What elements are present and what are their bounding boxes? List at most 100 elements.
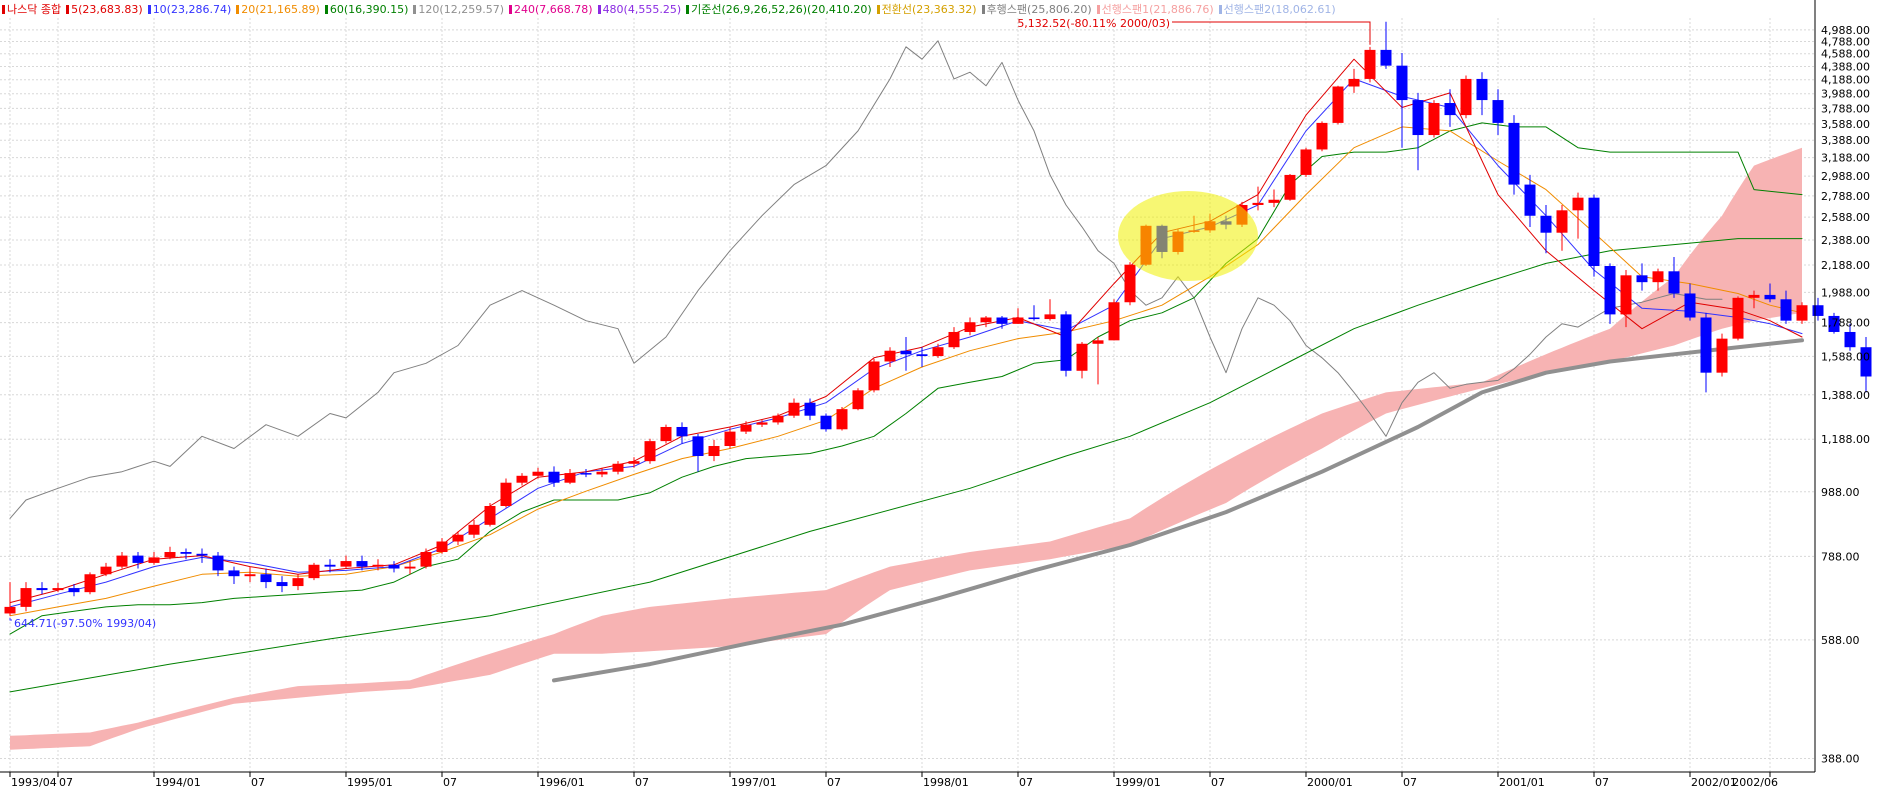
candle <box>852 388 864 411</box>
legend-swatch <box>876 5 880 14</box>
candle-body <box>964 322 976 332</box>
candle <box>900 336 912 371</box>
legend-item: 240(7,668.78) <box>508 2 593 18</box>
candle <box>612 461 624 475</box>
candle <box>1748 290 1760 309</box>
y-tick-label: 4,388.00 <box>1821 60 1870 73</box>
legend-item: 나스닥 종합 <box>2 2 61 18</box>
candle-body <box>676 426 688 437</box>
indicator-line <box>552 338 1804 683</box>
candle <box>1556 204 1568 251</box>
low-annotation: 644.71(-97.50% 1993/04) <box>14 617 156 630</box>
candle-body <box>852 390 864 410</box>
candle <box>1796 302 1808 324</box>
candle <box>388 561 400 573</box>
candle <box>708 439 720 462</box>
candle <box>100 562 112 577</box>
candle <box>1300 147 1312 177</box>
candle-body <box>452 534 464 542</box>
candle-body <box>100 566 112 575</box>
y-tick-label: 3,588.00 <box>1821 118 1870 131</box>
candle-body <box>516 475 528 483</box>
x-tick-label: 07 <box>1019 776 1033 789</box>
x-tick-label: 2002/01 <box>1691 776 1737 789</box>
candle-body <box>548 471 560 483</box>
candle <box>820 413 832 432</box>
candle-body <box>1060 314 1072 371</box>
candle-body <box>324 564 336 567</box>
candle-body <box>1316 122 1328 150</box>
candle-body <box>884 350 896 362</box>
candle-body <box>164 552 176 558</box>
legend-item: 후행스팬(25,806.20) <box>981 2 1092 18</box>
candle-body <box>1732 297 1744 339</box>
candle <box>596 467 608 478</box>
legend: 나스닥 종합 5(23,683.83) 10(23,286.74) 20(21,165… <box>2 2 1341 18</box>
candle-body <box>692 436 704 457</box>
candle-body <box>484 506 496 525</box>
candle-body <box>244 574 256 577</box>
legend-swatch <box>236 5 240 14</box>
candle-body <box>644 441 656 462</box>
candle <box>692 433 704 472</box>
candle <box>948 327 960 349</box>
candle-body <box>420 552 432 567</box>
x-tick-label: 2001/01 <box>1499 776 1545 789</box>
candle <box>1636 263 1648 291</box>
candle <box>484 502 496 527</box>
candle <box>1508 115 1520 195</box>
candle-body <box>820 415 832 430</box>
y-tick-label: 588.00 <box>1821 634 1860 647</box>
indicator-line <box>9 40 1723 519</box>
candle-body <box>388 564 400 569</box>
cloud-band <box>10 147 1802 750</box>
candle-body <box>1668 271 1680 294</box>
candle-body <box>212 555 224 571</box>
candle-body <box>36 588 48 591</box>
legend-item: 480(4,555.25) <box>597 2 681 18</box>
candle-body <box>1780 299 1792 321</box>
grid-lines <box>0 18 1815 772</box>
candle-body <box>404 566 416 569</box>
candle-body <box>276 582 288 587</box>
candle <box>804 398 816 421</box>
candle-body <box>52 588 64 591</box>
candle <box>676 422 688 444</box>
x-tick-label: 07 <box>59 776 73 789</box>
legend-label: 240(7,668.78) <box>513 3 593 16</box>
legend-label: 20(21,165.89) <box>241 3 320 16</box>
candle <box>1044 299 1056 321</box>
candle <box>1028 305 1040 321</box>
y-tick-label: 4,788.00 <box>1821 36 1870 49</box>
y-tick-label: 4,988.00 <box>1821 24 1870 37</box>
x-tick-label: 2000/01 <box>1307 776 1353 789</box>
candle-body <box>68 588 80 593</box>
candle <box>660 424 672 444</box>
y-tick-label: 1,188.00 <box>1821 433 1870 446</box>
candle <box>1092 336 1104 385</box>
candle-body <box>1412 100 1424 136</box>
candle <box>356 555 368 571</box>
candle <box>372 559 384 571</box>
candle <box>68 584 80 597</box>
candle-body <box>628 461 640 464</box>
candle-body <box>228 570 240 577</box>
candle <box>788 398 800 418</box>
y-tick-label: 1,988.00 <box>1821 286 1870 299</box>
candle-body <box>468 524 480 535</box>
x-tick-label: 07 <box>251 776 265 789</box>
candle <box>1476 72 1488 116</box>
candle-body <box>1764 294 1776 300</box>
candle-body <box>1748 294 1760 298</box>
legend-item: 60(16,390.15) <box>324 2 408 18</box>
candle-body <box>612 463 624 472</box>
candle <box>164 546 176 560</box>
candle-body <box>1604 266 1616 315</box>
candle <box>1540 204 1552 254</box>
candle <box>1700 312 1712 393</box>
candle <box>1684 283 1696 321</box>
legend-label: 후행스팬(25,806.20) <box>986 3 1092 16</box>
candle-body <box>1524 184 1536 216</box>
candle-body <box>1108 302 1120 341</box>
